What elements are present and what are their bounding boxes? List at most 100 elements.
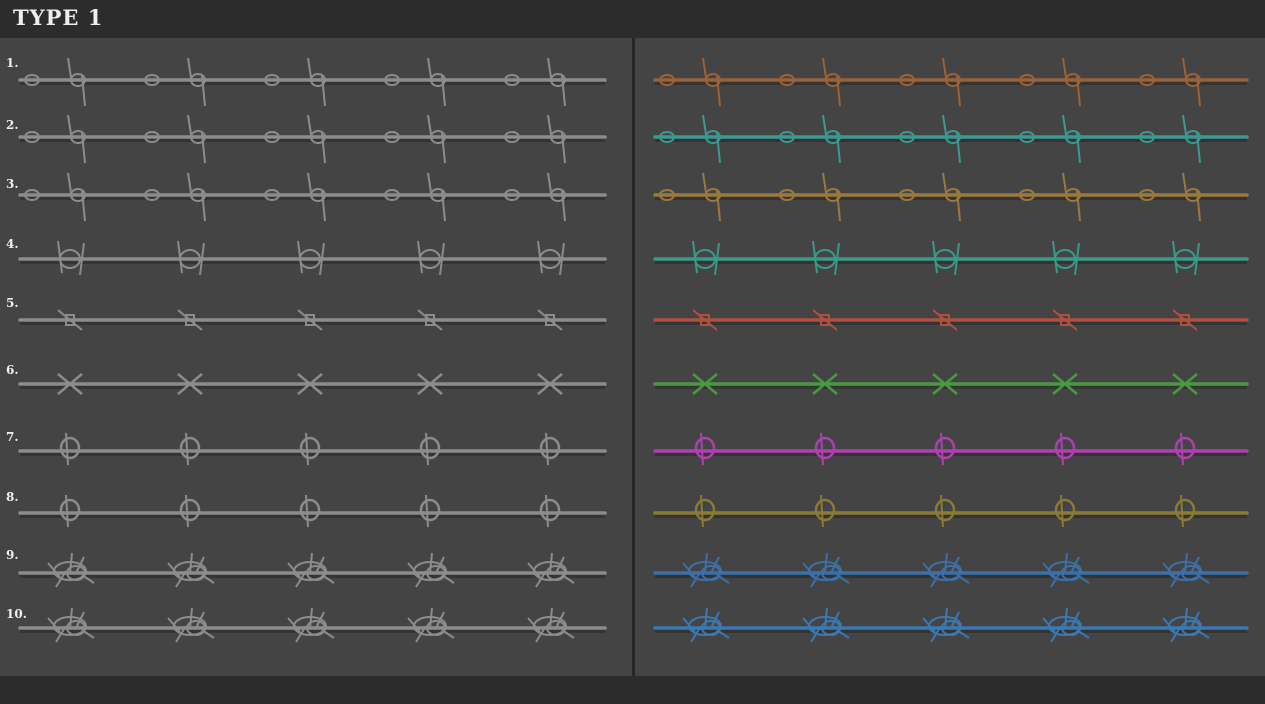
barb-point [535, 570, 547, 588]
barb-point [561, 190, 566, 222]
barb-point [201, 132, 206, 164]
barb-point [922, 617, 936, 633]
barb-point [1196, 75, 1201, 107]
barb-point [177, 309, 203, 331]
barb-loop [539, 498, 561, 522]
barb-coil [1185, 73, 1201, 87]
barb-coil [1185, 130, 1201, 144]
barb-point [441, 75, 446, 107]
twist-knot [779, 74, 795, 86]
panel-divider [632, 38, 635, 676]
twist-knot [504, 131, 520, 143]
barb-coil [190, 130, 206, 144]
barb-point [956, 190, 961, 222]
twist-knot [264, 189, 280, 201]
barb-point [1050, 625, 1062, 643]
barb-coil [546, 565, 566, 581]
barb-point [1162, 617, 1176, 633]
twist-knot [899, 74, 915, 86]
barb-point [441, 629, 455, 639]
barb-point [561, 629, 575, 639]
barb-point [1196, 574, 1210, 584]
barb-point [201, 629, 215, 639]
barb-clip [820, 314, 830, 326]
barb-point [167, 617, 181, 633]
barb-point [81, 629, 95, 639]
barb-point [417, 373, 443, 395]
barb-point [321, 75, 326, 107]
barb-point [201, 190, 206, 222]
twist-knot [504, 189, 520, 201]
barb-coil [825, 73, 841, 87]
barb-loop [934, 436, 956, 460]
barb-point [297, 240, 303, 274]
header-bar: TYPE 1 [0, 0, 1265, 38]
barb-point [57, 373, 83, 395]
barb-coil [705, 188, 721, 202]
barb-point [1050, 570, 1062, 588]
barb-point [950, 556, 960, 574]
barb-point [932, 240, 938, 274]
barb-point [930, 570, 942, 588]
barb-point [1070, 611, 1080, 629]
barb-loop [814, 436, 836, 460]
barb-coil [945, 130, 961, 144]
barb-point [555, 611, 565, 629]
barb-loop [1174, 436, 1196, 460]
barb-point [956, 629, 970, 639]
twist-knot [1139, 131, 1155, 143]
barb-point [1076, 574, 1090, 584]
barb-loop [1054, 498, 1076, 522]
row-label: 4. [6, 237, 19, 251]
barb-point [1060, 432, 1064, 466]
barb-coil [430, 73, 446, 87]
barb-point [710, 611, 720, 629]
barb-loop [814, 498, 836, 522]
barb-point [561, 574, 575, 584]
barb-point [201, 574, 215, 584]
barb-point [812, 373, 838, 395]
barb-point [1042, 617, 1056, 633]
barb-point [1052, 240, 1058, 274]
barb-point [954, 242, 960, 276]
barb-point [175, 570, 187, 588]
barb-clip [1180, 314, 1190, 326]
barb-coil [1061, 565, 1081, 581]
barb-coil [546, 620, 566, 636]
barb-point [1042, 562, 1056, 578]
barb-loop [179, 436, 201, 460]
barb-point [177, 373, 203, 395]
barb-point [812, 309, 838, 331]
barb-point [1172, 309, 1198, 331]
barb-point [836, 629, 850, 639]
twist-knot [504, 74, 520, 86]
barb-loop [1174, 498, 1196, 522]
barb-coil [941, 565, 961, 581]
barb-point [429, 607, 433, 629]
barb-point [55, 570, 67, 588]
twist-knot [1019, 131, 1035, 143]
barb-point [1196, 629, 1210, 639]
twist-knot [1139, 189, 1155, 201]
barb-point [1184, 607, 1188, 629]
barb-clip [1060, 314, 1070, 326]
barb-point [922, 562, 936, 578]
barb-point [1076, 629, 1090, 639]
barb-clip [545, 314, 555, 326]
barb-coil [701, 620, 721, 636]
twist-knot [659, 189, 675, 201]
barb-point [305, 432, 309, 466]
row-label: 5. [6, 296, 19, 310]
barb-point [1064, 552, 1068, 574]
barb-coil [426, 620, 446, 636]
barb-point [561, 132, 566, 164]
barb-point [195, 611, 205, 629]
twist-knot [384, 189, 400, 201]
barb-point [956, 574, 970, 584]
barb-point [1184, 552, 1188, 574]
barb-point [287, 617, 301, 633]
barb-point [690, 625, 702, 643]
barb-point [537, 309, 563, 331]
barb-point [830, 556, 840, 574]
